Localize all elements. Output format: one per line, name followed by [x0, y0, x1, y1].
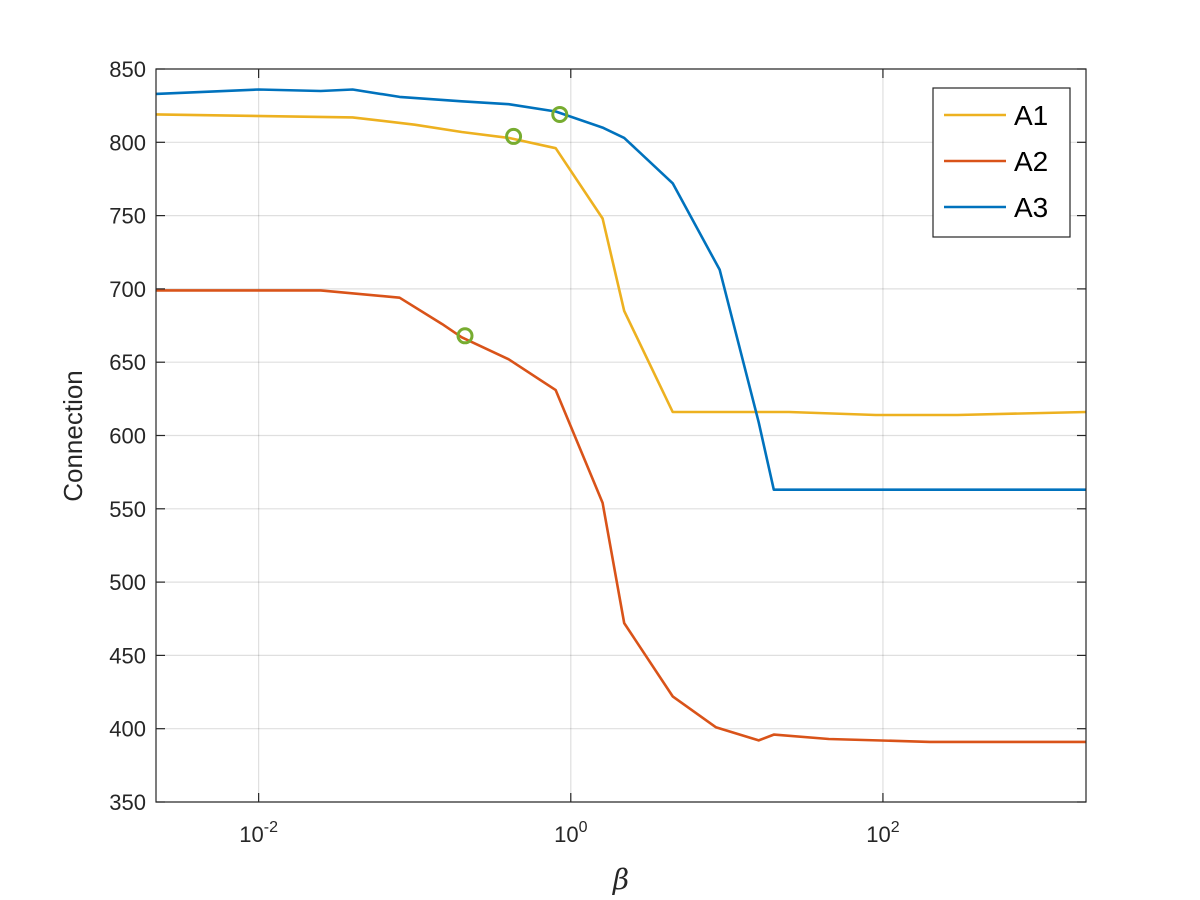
legend: A1 A2 A3: [932, 87, 1071, 238]
legend-box: [932, 87, 1071, 238]
y-tick-label: 500: [109, 570, 146, 595]
y-tick-label: 550: [109, 497, 146, 522]
y-tick-label: 800: [109, 130, 146, 155]
y-tick-label: 850: [109, 57, 146, 82]
y-tick-label: 400: [109, 717, 146, 742]
y-tick-label: 750: [109, 204, 146, 229]
y-tick-label: 600: [109, 424, 146, 449]
x-tick-label-exponent: 2: [891, 819, 900, 836]
x-tick-label: 100: [554, 819, 587, 847]
y-tick-label: 450: [109, 643, 146, 668]
y-tick-label: 700: [109, 277, 146, 302]
x-tick-label-exponent: 0: [579, 819, 588, 836]
x-axis-label: β: [612, 863, 629, 896]
y-tick-labels: 350 400 450 500 550 600 650 700 750 800 850: [109, 57, 146, 815]
legend-label-a1: A1: [1014, 100, 1048, 131]
x-tick-label-exponent: -2: [264, 819, 278, 836]
x-tick-label-base: 10: [239, 822, 263, 847]
series-layer: [155, 88, 1087, 744]
y-tick-label: 650: [109, 350, 146, 375]
x-tick-label: 10-2: [239, 819, 278, 847]
series-line-a1: [155, 113, 1087, 417]
plot-area: [156, 69, 1086, 802]
x-tick-label-base: 10: [866, 822, 890, 847]
x-tick-label-base: 10: [554, 822, 578, 847]
marker-a2: [456, 327, 474, 345]
y-tick-label: 350: [109, 790, 146, 815]
axis-ticks: [156, 68, 1086, 803]
x-tick-labels: 10-2 100 102: [239, 819, 899, 847]
legend-label-a2: A2: [1014, 146, 1048, 177]
series-line-a3: [155, 88, 1086, 492]
markers-layer: [456, 105, 569, 345]
y-axis-label: Connection: [58, 370, 88, 502]
series-line-a2: [156, 289, 1086, 744]
marker-a3: [551, 105, 569, 123]
marker-a1: [505, 127, 523, 145]
x-tick-label: 102: [866, 819, 899, 847]
legend-label-a3: A3: [1014, 192, 1048, 223]
